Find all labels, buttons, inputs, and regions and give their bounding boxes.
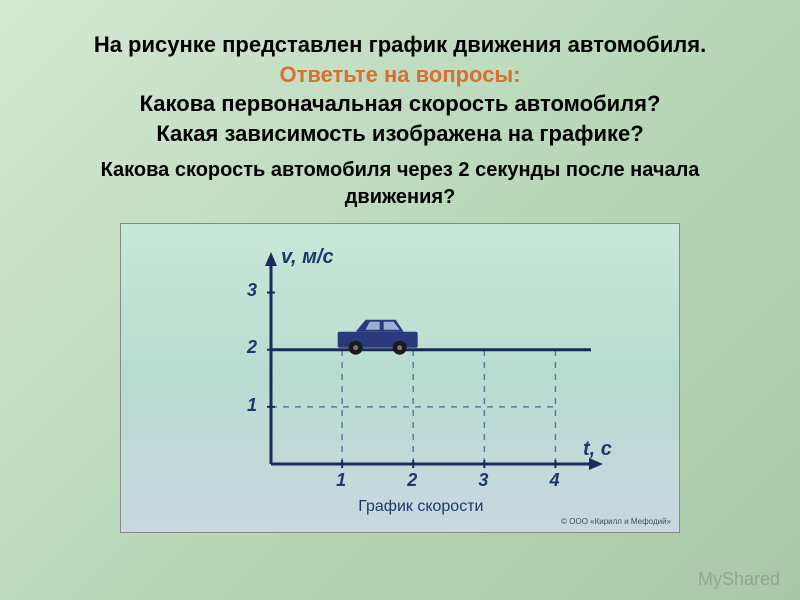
- x-tick-label: 4: [549, 470, 559, 491]
- y-tick-label: 2: [247, 337, 257, 358]
- title-line-1: На рисунке представлен график движения а…: [40, 30, 760, 60]
- x-tick-label: 3: [478, 470, 488, 491]
- y-tick-label: 1: [247, 395, 257, 416]
- subtitle-line-2: движения?: [40, 184, 760, 211]
- title-line-3: Какова первоначальная скорость автомобил…: [40, 89, 760, 119]
- title-line-orange: Ответьте на вопросы:: [40, 60, 760, 90]
- title-line-4: Какая зависимость изображена на графике?: [40, 119, 760, 149]
- x-axis-label: t, с: [583, 438, 612, 461]
- physics-slide: На рисунке представлен график движения а…: [0, 0, 800, 600]
- y-axis-label: v, м/с: [281, 246, 334, 269]
- speed-chart-svg: [121, 224, 681, 534]
- chart-container: v, м/с t, с 1 2 3 1 2 3 4 График скорости © О…: [120, 223, 680, 533]
- subtitle-block: Какова скорость автомобиля через 2 секун…: [40, 157, 760, 211]
- copyright-text: © ООО «Кирилл и Мефодий»: [561, 517, 671, 526]
- x-tick-label: 2: [407, 470, 417, 491]
- x-tick-label: 1: [336, 470, 346, 491]
- chart-title: График скорости: [358, 498, 483, 516]
- y-tick-label: 3: [247, 280, 257, 301]
- subtitle-line-1: Какова скорость автомобиля через 2 секун…: [40, 157, 760, 184]
- title-block: На рисунке представлен график движения а…: [40, 30, 760, 149]
- watermark: MyShared: [698, 569, 780, 590]
